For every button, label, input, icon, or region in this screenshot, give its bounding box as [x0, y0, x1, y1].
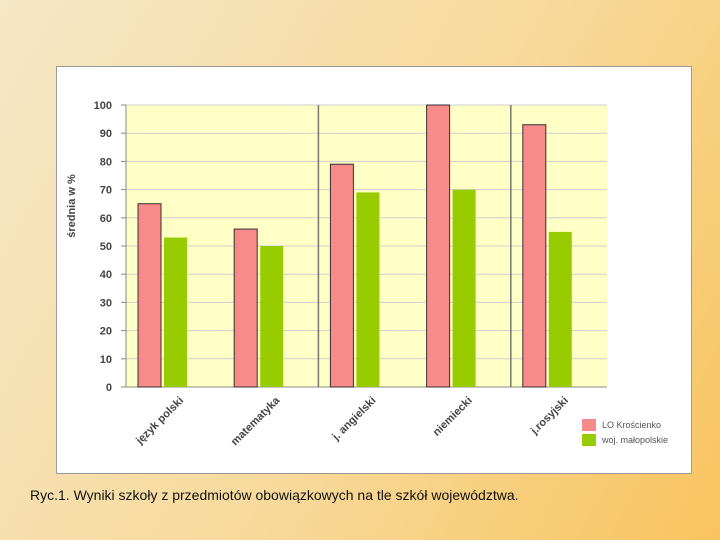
legend-swatch	[582, 434, 596, 446]
bar-woj-malopolskie	[548, 231, 572, 387]
y-tick-label: 50	[100, 241, 112, 253]
y-tick-label: 20	[100, 326, 112, 338]
y-tick-label: 80	[100, 156, 112, 168]
y-tick-label: 10	[100, 354, 112, 366]
y-tick-label: 70	[100, 185, 112, 197]
x-category-label: niemiecki	[431, 395, 475, 439]
y-tick-label: 30	[100, 297, 112, 309]
bar-woj-malopolskie	[260, 246, 284, 387]
figure-caption: Ryc.1. Wyniki szkoły z przedmiotów obowi…	[30, 487, 519, 503]
bar-lo-kroscienko	[137, 203, 162, 388]
chart-frame: 0 10 20 30 40 50 60 70 80 90 100 średnia w % język p…	[56, 66, 692, 474]
bar-lo-kroscienko	[522, 124, 547, 388]
bar-woj-malopolskie	[356, 192, 380, 387]
y-tick-label: 60	[100, 213, 112, 225]
bar-woj-malopolskie	[164, 237, 187, 387]
legend-label: LO Krościenko	[602, 420, 661, 430]
bar-lo-kroscienko	[329, 163, 354, 388]
legend-swatch	[582, 419, 596, 431]
x-category-label: język polski	[133, 395, 186, 448]
bar-lo-kroscienko	[426, 104, 451, 388]
x-category-label: j.rosyjski	[528, 395, 571, 438]
bar-woj-malopolskie	[452, 189, 476, 387]
x-category-label: matematyka	[229, 394, 283, 448]
bar-lo-kroscienko	[233, 228, 258, 388]
y-tick-label: 0	[106, 382, 112, 394]
y-tick-label: 100	[94, 100, 112, 112]
y-axis-label: średnia w %	[66, 174, 78, 238]
bar-chart: 0 10 20 30 40 50 60 70 80 90 100 średnia w % język p…	[66, 100, 668, 448]
legend-label: woj. małopolskie	[601, 435, 668, 445]
y-tick-label: 40	[100, 269, 112, 281]
y-tick-label: 90	[100, 128, 112, 140]
x-category-label: j. angielski	[330, 395, 379, 444]
